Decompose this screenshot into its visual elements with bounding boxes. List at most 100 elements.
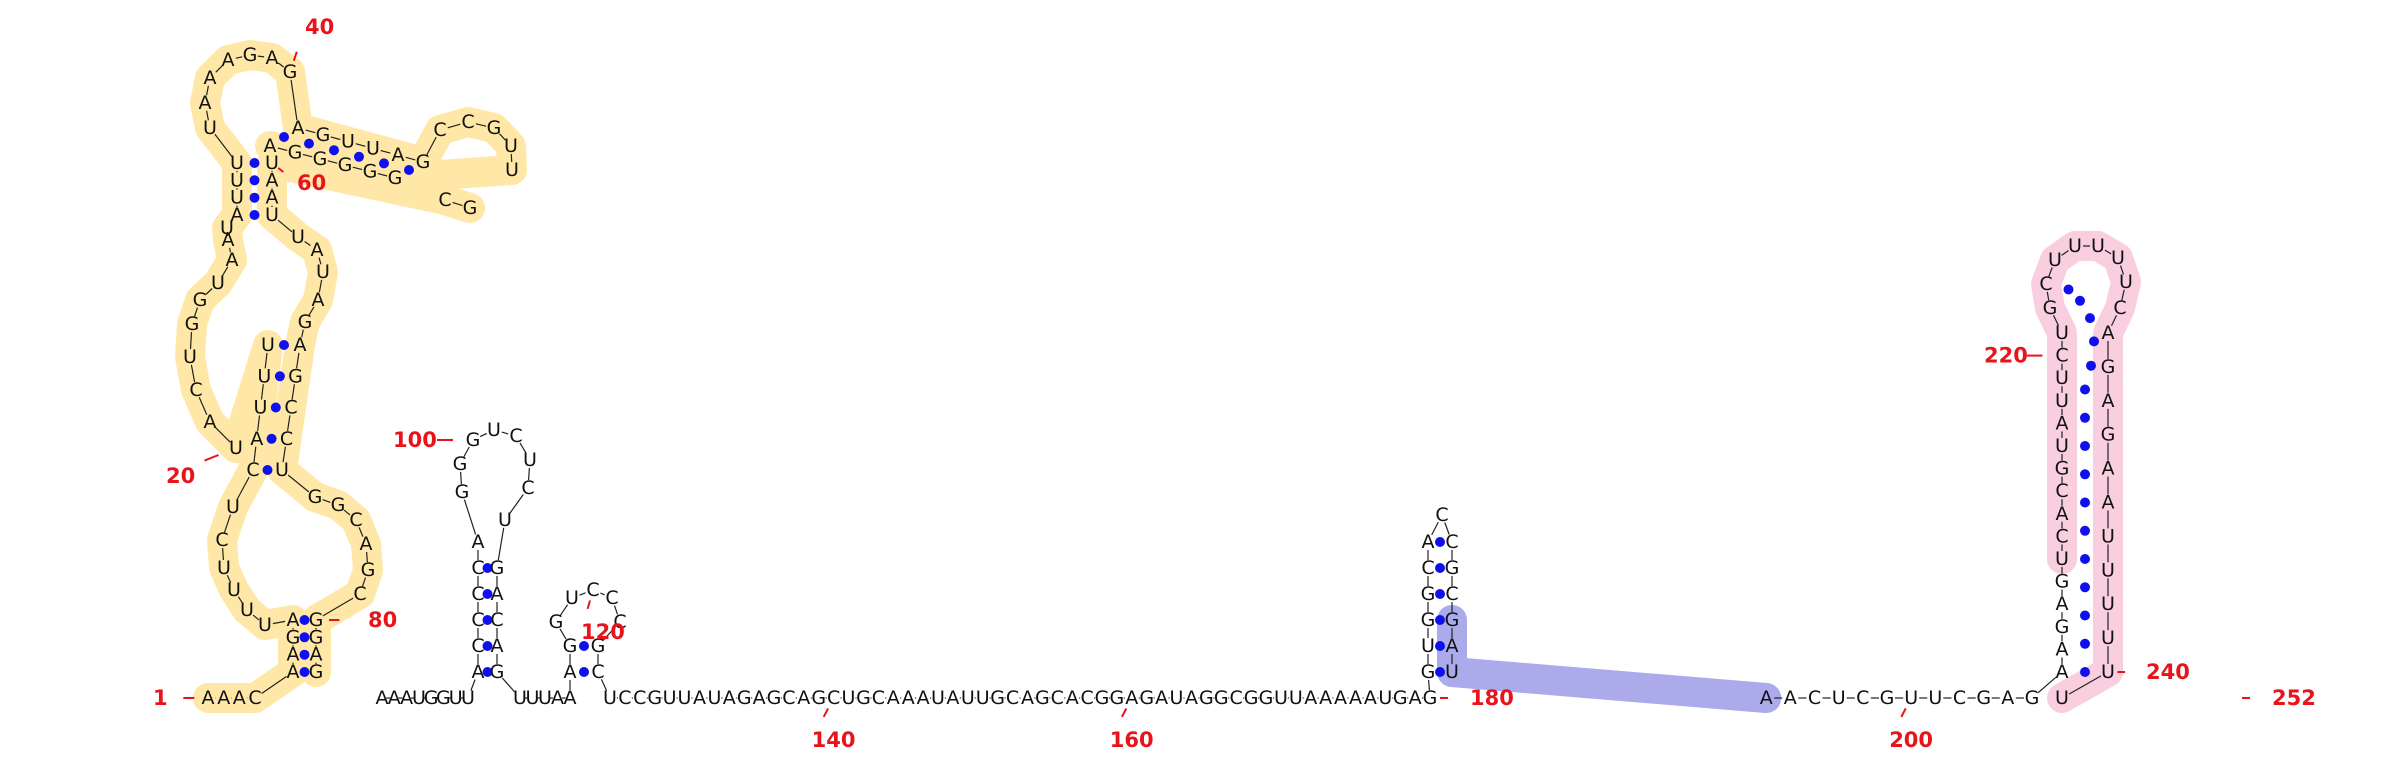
nucleotide-127: C [633, 687, 646, 709]
backbone-link [463, 499, 477, 535]
backbone-link [206, 85, 209, 96]
nucleotide-206: A [2056, 661, 2069, 683]
position-number-80: 80 [368, 608, 397, 632]
backbone-link [499, 133, 506, 141]
nucleotide-120: C [586, 579, 599, 601]
nucleotide-239: U [2101, 627, 2115, 649]
position-tick-40 [292, 51, 298, 62]
nucleotide-104: C [521, 477, 534, 499]
backbone-link [290, 79, 298, 121]
nucleotide-22: C [189, 379, 202, 401]
base-pair-dot [262, 465, 273, 475]
nucleotide-68: G [298, 311, 313, 333]
base-pair-dot [279, 340, 289, 350]
backbone-link [2110, 314, 2118, 327]
nucleotide-96: C [471, 557, 484, 579]
nucleotide-194: A [1760, 687, 1773, 709]
nucleotide-8: A [287, 609, 300, 631]
nucleotide-65: A [311, 239, 324, 261]
backbone-link [358, 527, 364, 537]
backbone-link [301, 329, 304, 338]
nucleotide-136: G [767, 687, 782, 709]
nucleotide-45: A [392, 144, 405, 166]
nucleotide-160: A [1125, 687, 1138, 709]
nucleotide-130: U [678, 687, 692, 709]
backbone-link [501, 677, 516, 693]
nucleotide-85: A [388, 687, 401, 709]
nucleotide-181: G [1421, 661, 1436, 683]
nucleotide-178: G [1393, 687, 1408, 709]
nucleotide-176: A [1364, 687, 1377, 709]
nucleotide-15: C [246, 459, 259, 481]
nucleotide-190: C [1445, 583, 1458, 605]
nucleotide-117: G [563, 635, 578, 657]
nucleotide-241: U [2055, 687, 2069, 709]
backbone-link [305, 129, 316, 134]
nucleotide-220: C [2055, 345, 2068, 367]
nucleotide-197: U [1832, 687, 1846, 709]
base-pair-dot [404, 165, 414, 175]
nucleotide-112: U [526, 687, 540, 709]
nucleotide-62: A [266, 187, 279, 209]
backbone-link [497, 527, 505, 561]
base-pair-dot [249, 158, 260, 168]
nucleotide-9: U [258, 614, 272, 636]
nucleotide-47: C [433, 119, 446, 141]
nucleotide-165: G [1199, 687, 1214, 709]
backbone-link [613, 605, 619, 615]
nucleotide-152: C [1006, 687, 1019, 709]
backbone-link [2061, 250, 2069, 256]
nucleotide-189: G [1445, 557, 1460, 579]
backbone-link [215, 65, 223, 73]
position-number-200: 200 [1889, 728, 1933, 752]
backbone-link [2119, 265, 2125, 275]
backbone-link [327, 160, 338, 164]
backbone-link [198, 397, 208, 415]
nucleotide-205: G [2025, 687, 2040, 709]
backbone-link [308, 306, 315, 316]
base-pair-dot [2080, 497, 2090, 508]
nucleotide-40: G [283, 61, 298, 83]
backbone-link [296, 352, 300, 369]
nucleotide-230: A [2102, 322, 2115, 344]
nucleotide-134: G [737, 687, 752, 709]
base-pair-dot [579, 667, 589, 677]
nucleotide-142: G [856, 687, 871, 709]
backbone-link [287, 474, 310, 493]
nucleotide-208: G [2055, 616, 2070, 638]
nucleotide-233: G [2101, 424, 2116, 446]
base-pair-dot [1435, 615, 1445, 625]
position-number-180: 180 [1470, 686, 1514, 710]
backbone-link [277, 62, 285, 68]
base-pair-dot [2080, 638, 2090, 649]
nucleotide-12: U [217, 557, 231, 579]
nucleotide-213: A [2056, 503, 2069, 525]
backbone-link [602, 627, 616, 641]
base-pair-dot [304, 138, 314, 149]
backbone-link [463, 446, 470, 458]
nucleotide-229: C [2113, 297, 2126, 319]
position-number-220: 220 [1984, 344, 2028, 368]
nucleotide-114: A [551, 687, 564, 709]
base-pair-dot [249, 175, 260, 186]
nucleotide-37: A [222, 49, 235, 71]
nucleotide-122: C [613, 611, 626, 633]
nucleotide-207: A [2056, 638, 2069, 660]
backbone-link [1431, 521, 1439, 536]
nucleotide-238: U [2101, 593, 2115, 615]
backbone-link [206, 110, 209, 121]
backbone-link [600, 592, 605, 596]
nucleotide-124: C [591, 661, 604, 683]
base-pair-dot [2089, 336, 2099, 347]
nucleotide-105: U [498, 509, 512, 531]
nucleotide-183: G [1421, 609, 1436, 631]
highlight-region-3 [2031, 231, 2141, 713]
nucleotide-77: A [360, 533, 373, 555]
backbone-link [501, 431, 509, 435]
position-number-252: 252 [2272, 686, 2316, 710]
backbone-link [222, 547, 224, 561]
nucleotide-79: C [353, 583, 366, 605]
nucleotide-59: C [438, 189, 451, 211]
nucleotide-191: G [1445, 609, 1460, 631]
nucleotide-228: U [2119, 271, 2133, 293]
